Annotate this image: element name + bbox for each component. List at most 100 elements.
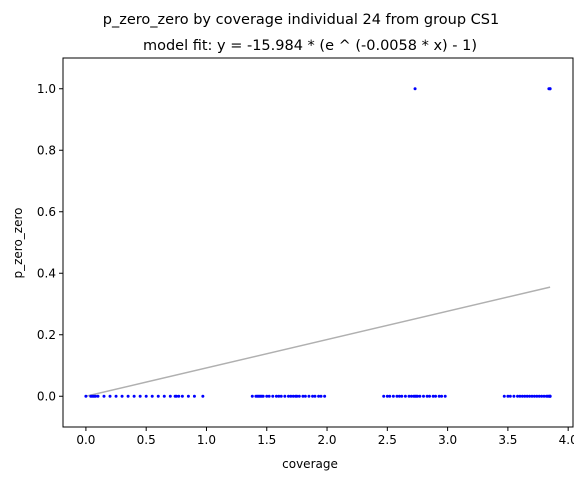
data-point <box>518 394 522 398</box>
y-tick-label: 0.0 <box>37 389 56 403</box>
data-point <box>520 394 524 398</box>
x-tick-label: 3.0 <box>438 433 457 447</box>
data-point <box>120 394 124 398</box>
data-point <box>523 394 527 398</box>
data-point <box>512 394 516 398</box>
data-point <box>291 394 295 398</box>
data-point <box>162 394 166 398</box>
axes: 0.0 0.5 1.0 1.5 2.0 2.5 3.0 3.5 4.0 0.0 0.2 0.4 0.6 0… <box>37 57 574 447</box>
data-point <box>537 394 541 398</box>
data-point <box>84 394 88 398</box>
data-point <box>397 394 401 398</box>
data-point <box>506 394 510 398</box>
data-point <box>425 394 429 398</box>
y-tick-label: 1.0 <box>37 82 56 96</box>
data-point <box>186 394 190 398</box>
data-point <box>516 394 520 398</box>
x-tick-label: 1.0 <box>197 433 216 447</box>
data-point <box>277 394 281 398</box>
data-point <box>96 394 100 398</box>
y-axis-label: p_zero_zero <box>11 207 25 278</box>
data-point <box>180 394 184 398</box>
data-point <box>150 394 154 398</box>
data-point <box>508 394 512 398</box>
data-point <box>94 394 98 398</box>
y-tick-label: 0.6 <box>37 205 56 219</box>
data-point <box>279 394 283 398</box>
data-point <box>286 394 290 398</box>
data-point <box>525 394 529 398</box>
data-point <box>297 394 301 398</box>
axes-frame <box>62 57 574 428</box>
data-point <box>319 394 323 398</box>
data-point <box>271 394 275 398</box>
data-point <box>303 394 307 398</box>
data-point <box>431 394 435 398</box>
data-point <box>532 394 536 398</box>
data-point <box>317 394 321 398</box>
fit-line <box>85 286 551 397</box>
data-point <box>403 394 407 398</box>
data-point <box>434 394 438 398</box>
data-point <box>413 87 417 91</box>
data-point <box>323 394 327 398</box>
data-point <box>102 394 106 398</box>
data-point <box>192 394 196 398</box>
data-point <box>418 394 422 398</box>
data-point <box>132 394 136 398</box>
data-point <box>443 394 447 398</box>
data-point <box>437 394 441 398</box>
data-point <box>415 394 419 398</box>
data-point <box>407 394 411 398</box>
x-tick-label: 1.5 <box>257 433 276 447</box>
x-tick-label: 4.0 <box>559 433 574 447</box>
data-point <box>528 394 532 398</box>
y-tick-label: 0.2 <box>37 328 56 342</box>
data-point <box>307 394 311 398</box>
x-axis-label: coverage <box>282 457 338 471</box>
data-point <box>530 394 534 398</box>
x-tick-label: 3.5 <box>498 433 517 447</box>
x-tick-label: 2.5 <box>378 433 397 447</box>
data-point <box>400 394 404 398</box>
data-point <box>168 394 172 398</box>
data-point <box>440 394 444 398</box>
data-point <box>250 394 254 398</box>
data-point <box>114 394 118 398</box>
y-tick-label: 0.4 <box>37 266 56 280</box>
data-point <box>540 394 544 398</box>
x-tick-label: 0.0 <box>76 433 95 447</box>
x-tick-label: 0.5 <box>137 433 156 447</box>
data-point <box>201 394 205 398</box>
data-point <box>548 394 552 398</box>
data-point <box>385 394 389 398</box>
data-point <box>428 394 432 398</box>
data-point <box>177 394 181 398</box>
data-point <box>289 394 293 398</box>
data-point <box>502 394 506 398</box>
data-point <box>283 394 287 398</box>
x-tick-label: 2.0 <box>317 433 336 447</box>
chart-title: p_zero_zero by coverage individual 24 fr… <box>103 12 499 28</box>
data-point <box>548 87 552 91</box>
data-point <box>274 394 278 398</box>
data-point <box>542 394 546 398</box>
data-point <box>391 394 395 398</box>
data-point <box>174 394 178 398</box>
y-tick-label: 0.8 <box>37 143 56 157</box>
data-point <box>156 394 160 398</box>
data-point <box>295 394 299 398</box>
data-point <box>395 394 399 398</box>
data-point <box>265 394 269 398</box>
data-point <box>311 394 315 398</box>
data-point <box>301 394 305 398</box>
data-point <box>261 394 265 398</box>
data-point <box>388 394 392 398</box>
data-point <box>144 394 148 398</box>
data-point <box>138 394 142 398</box>
data-point <box>267 394 271 398</box>
data-point <box>313 394 317 398</box>
data-point <box>126 394 130 398</box>
chart-subtitle: model fit: y = -15.984 * (e ^ (-0.0058 *… <box>143 38 477 54</box>
data-point <box>382 394 386 398</box>
